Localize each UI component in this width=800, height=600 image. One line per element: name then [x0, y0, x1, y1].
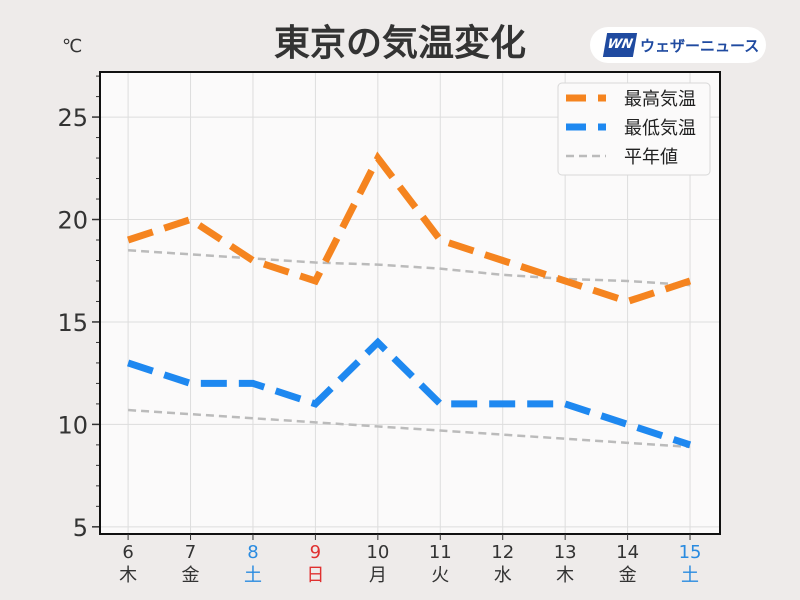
weekday-label: 金: [619, 565, 637, 586]
x-tick-label: 14: [616, 542, 639, 563]
y-tick-label: 10: [57, 411, 88, 439]
weekday-label: 土: [681, 565, 699, 586]
series-line-最高気温: [127, 151, 692, 306]
x-tick-label: 15: [679, 542, 702, 563]
x-tick-label: 9: [310, 542, 321, 563]
weekday-label: 月: [369, 565, 387, 586]
legend-label: 最高気温: [624, 89, 696, 110]
chart-title: 東京の気温変化: [273, 23, 526, 64]
y-tick-label: 20: [57, 207, 88, 235]
legend-label: 最低気温: [624, 118, 696, 139]
series-line-最低気温: [127, 337, 692, 449]
weekday-label: 木: [556, 565, 574, 586]
x-tick-label: 13: [554, 542, 577, 563]
x-tick-label: 6: [122, 542, 133, 563]
legend-box: [557, 82, 711, 176]
y-tick-label: 5: [73, 514, 88, 542]
x-tick-label: 10: [366, 542, 389, 563]
series-line-平年値: [128, 248, 691, 287]
weekday-label: 水: [494, 565, 512, 586]
plot-border: [99, 71, 721, 535]
logo-text: ウェザーニュース: [640, 37, 760, 55]
series-line-normal-low: [128, 408, 691, 449]
x-tick-label: 8: [247, 542, 258, 563]
x-tick-label: 12: [491, 542, 514, 563]
y-tick-label: 25: [57, 104, 88, 132]
weekday-label: 日: [306, 565, 324, 586]
x-tick-label: 11: [429, 542, 452, 563]
weekday-label: 木: [119, 565, 137, 586]
weekday-label: 金: [182, 565, 200, 586]
weathernews-logo: WN ウェザーニュース: [590, 27, 766, 63]
weekday-label: 土: [244, 565, 262, 586]
legend-label: 平年値: [624, 147, 678, 168]
weekday-label: 火: [431, 565, 449, 586]
y-axis-unit: ℃: [62, 36, 83, 57]
x-tick-label: 7: [185, 542, 196, 563]
y-tick-label: 15: [57, 309, 88, 337]
